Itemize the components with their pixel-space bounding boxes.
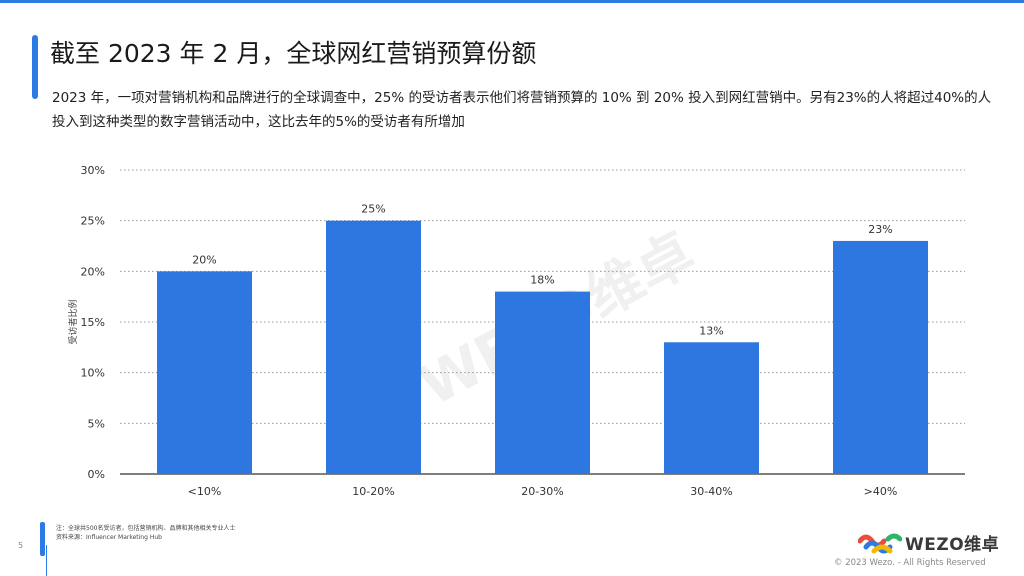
data-label: 13% xyxy=(699,324,723,337)
page-title: 截至 2023 年 2 月，全球网红营销预算份额 xyxy=(50,39,537,68)
footnote-source: 资料来源：Influencer Marketing Hub xyxy=(56,534,162,541)
footnote: 注：全球共500名受访者，包括营销机构、品牌和其他相关专业人士 资料来源：Inf… xyxy=(56,524,235,542)
bar xyxy=(157,271,252,474)
copyright: © 2023 Wezo. - All Rights Reserved xyxy=(834,558,986,568)
page-subtitle: 2023 年，一项对营销机构和品牌进行的全球调查中，25% 的受访者表示他们将营… xyxy=(52,90,992,130)
y-tick-label: 20% xyxy=(81,265,105,278)
data-label: 20% xyxy=(192,253,216,266)
bar xyxy=(495,291,590,474)
y-axis-label: 受访者比例 xyxy=(67,299,79,344)
x-tick-label: >40% xyxy=(864,485,898,498)
title-accent-bar xyxy=(32,35,38,99)
y-tick-label: 10% xyxy=(81,367,105,380)
x-tick-label: 20-30% xyxy=(521,485,563,498)
data-label: 18% xyxy=(530,274,554,287)
logo-icon xyxy=(858,533,902,553)
data-label: 23% xyxy=(868,223,892,236)
footnote-accent-bar xyxy=(40,522,45,556)
bar xyxy=(326,220,421,474)
y-tick-label: 30% xyxy=(81,164,105,177)
x-tick-label: 10-20% xyxy=(352,485,394,498)
y-tick-label: 0% xyxy=(88,468,105,481)
x-tick-label: <10% xyxy=(188,485,222,498)
bar-chart: 0% 5% 10% 15% 20% 25% 30% 20% <10% 25% 10-20% 18% 20… xyxy=(67,164,965,498)
x-tick-label: 30-40% xyxy=(690,485,732,498)
footnote-note: 注：全球共500名受访者，包括营销机构、品牌和其他相关专业人士 xyxy=(56,525,236,532)
top-accent-bar xyxy=(0,0,1024,3)
y-tick-label: 15% xyxy=(81,316,105,329)
y-tick-label: 25% xyxy=(81,215,105,228)
bar xyxy=(833,240,928,474)
data-label: 25% xyxy=(361,203,385,216)
page-number: 5 xyxy=(18,541,24,550)
y-tick-label: 5% xyxy=(88,417,105,430)
brand-logo: WEZO维卓 xyxy=(858,530,999,555)
footnote-accent-line xyxy=(46,545,47,576)
logo-text: WEZO维卓 xyxy=(905,535,1000,555)
bar xyxy=(664,342,759,474)
